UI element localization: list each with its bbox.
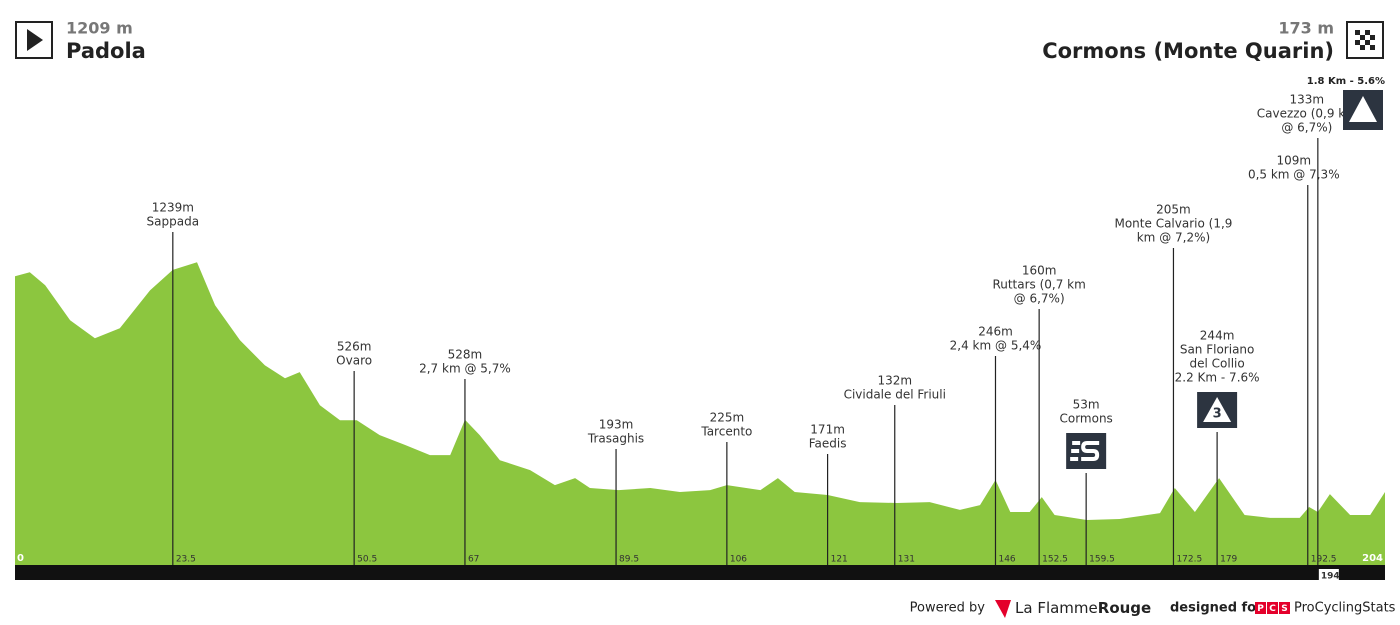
waypoint-label: del Collio xyxy=(1189,357,1244,371)
flamme-logo xyxy=(995,600,1011,618)
waypoint-label: San Floriano xyxy=(1180,343,1255,357)
waypoint-elevation: 53m xyxy=(1073,398,1100,412)
x-tick-label: 0 xyxy=(17,553,24,564)
waypoint-label: Cormons xyxy=(1059,412,1112,426)
ticks: 0 23.5 50.5 67 89.5 106 121 131 146 152.5 159.5 172… xyxy=(17,553,1383,582)
waypoint-label: Trasaghis xyxy=(587,432,644,446)
site-name: ProCyclingStats xyxy=(1294,601,1396,616)
climb-triangle xyxy=(1349,96,1377,122)
finish-name: Cormons (Monte Quarin) xyxy=(1042,39,1334,63)
waypoint-label: 2,4 km @ 5,4% xyxy=(950,339,1042,353)
pcs-letter: C xyxy=(1269,604,1276,614)
pcs-box xyxy=(1255,602,1266,614)
tick-label-bg xyxy=(1318,569,1339,581)
waypoint-label: 2.2 Km - 7.6% xyxy=(1175,371,1260,385)
waypoint-label: 0,5 km @ 7,3% xyxy=(1248,168,1340,182)
waypoint-elevation: 193m xyxy=(599,418,634,432)
x-tick-label: 131 xyxy=(898,555,915,565)
waypoint-elevation: 244m xyxy=(1200,329,1235,343)
waypoint-label: Cividale del Friuli xyxy=(844,388,946,402)
start-arrow xyxy=(27,29,43,51)
waypoint-label: @ 6,7%) xyxy=(1281,121,1332,135)
climb-icon xyxy=(1343,90,1383,130)
waypoint-label: Tarcento xyxy=(700,425,752,439)
climb-category: 3 xyxy=(1213,407,1222,422)
waypoint-label: Faedis xyxy=(809,437,847,451)
x-tick-label: 159.5 xyxy=(1089,555,1115,565)
waypoint-elevation: 526m xyxy=(337,340,372,354)
waypoint-elevation: 160m xyxy=(1022,264,1057,278)
x-tick-label: 194 xyxy=(1321,572,1340,582)
pcs-box xyxy=(1267,602,1278,614)
sprint-icon xyxy=(1066,433,1107,469)
waypoint-label: @ 6,7%) xyxy=(1014,292,1065,306)
brand-light: La Flamme xyxy=(1015,599,1098,617)
waypoint-elevation: 205m xyxy=(1156,203,1191,217)
waypoint-label: Sappada xyxy=(147,215,200,229)
waypoint-label: km @ 7,2%) xyxy=(1137,231,1210,245)
x-tick-label: 192.5 xyxy=(1311,555,1337,565)
pcs-box xyxy=(1279,602,1290,614)
start-elevation: 1209 m xyxy=(66,19,133,38)
x-tick-label: 89.5 xyxy=(619,555,639,565)
elevation-profile xyxy=(15,262,1385,565)
x-tick-label: 121 xyxy=(831,555,848,565)
waypoint-label: Cavezzo (0,9 km xyxy=(1257,107,1357,121)
start-icon xyxy=(15,21,53,59)
x-tick-label: 146 xyxy=(998,555,1015,565)
waypoint-elevation: 225m xyxy=(710,411,745,425)
waypoint-label: Ruttars (0,7 km xyxy=(992,278,1085,292)
distance-bar xyxy=(15,565,1385,580)
climb-label: 1.8 Km - 5.6% xyxy=(1307,76,1385,87)
x-tick-label: 152.5 xyxy=(1042,555,1068,565)
x-tick-label: 204 xyxy=(1362,553,1383,564)
waypoint-elevation: 246m xyxy=(978,325,1013,339)
waypoint-elevation: 528m xyxy=(448,348,483,362)
x-tick-label: 172.5 xyxy=(1176,555,1202,565)
waypoint-label: Ovaro xyxy=(336,354,372,368)
start-name: Padola xyxy=(66,39,146,63)
climb-icon: 3 xyxy=(1197,392,1238,428)
brand-bold: Rouge xyxy=(1098,599,1151,617)
sprint-symbol xyxy=(1070,441,1100,461)
waypoint-elevation: 109m xyxy=(1276,154,1311,168)
x-tick-label: 179 xyxy=(1220,555,1237,565)
designed-for: designed for xyxy=(1170,601,1263,616)
pcs-letter: P xyxy=(1257,604,1264,614)
finish-flag xyxy=(1355,30,1375,50)
x-tick-label: 23.5 xyxy=(176,555,196,565)
finish-elevation: 173 m xyxy=(1278,19,1334,38)
waypoint-elevation: 1239m xyxy=(152,201,194,215)
waypoint-elevation: 171m xyxy=(810,423,845,437)
x-tick-label: 67 xyxy=(468,555,479,565)
climb-triangle xyxy=(1203,397,1232,422)
pcs-letter: S xyxy=(1281,604,1287,614)
waypoint-elevation: 133m xyxy=(1290,93,1325,107)
powered-by: Powered by xyxy=(910,601,986,616)
waypoint-elevation: 132m xyxy=(877,374,912,388)
x-tick-label: 50.5 xyxy=(357,555,377,565)
waypoint-label: 2,7 km @ 5,7% xyxy=(419,362,511,376)
brand: La FlammeRouge xyxy=(1015,599,1151,617)
x-tick-label: 106 xyxy=(730,555,747,565)
waypoint-label: Monte Calvario (1,9 xyxy=(1114,217,1232,231)
